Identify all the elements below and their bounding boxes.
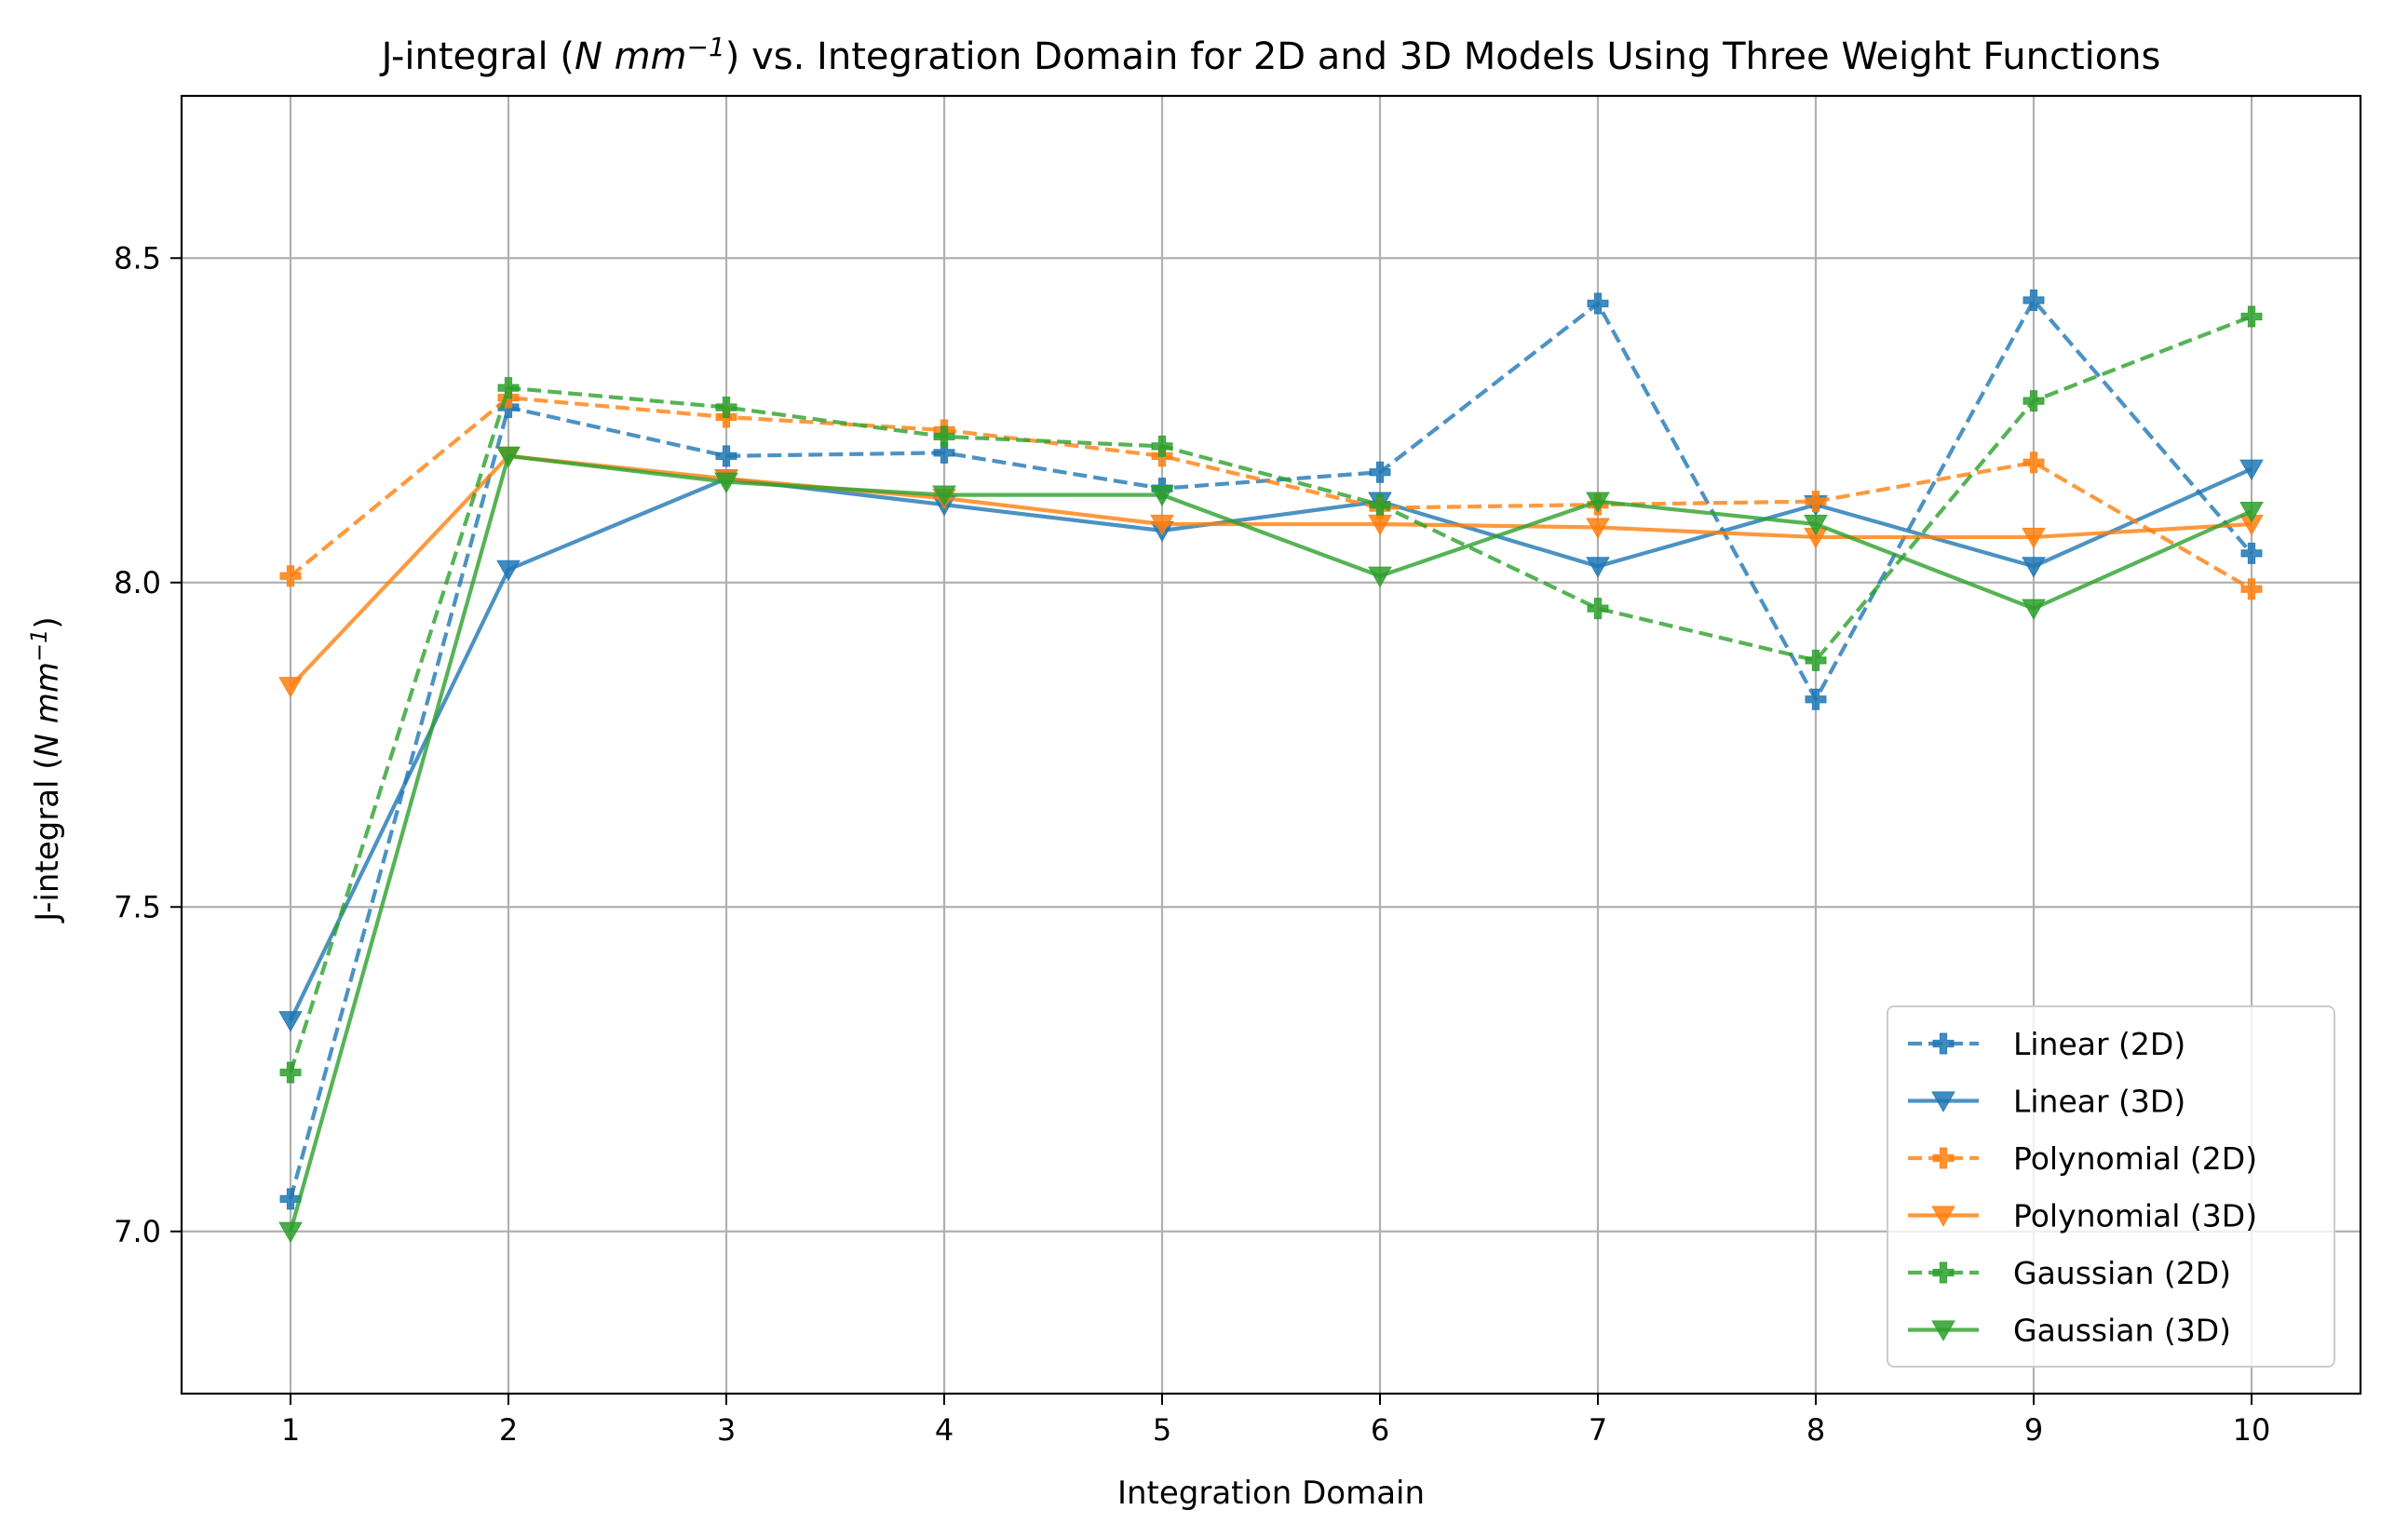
legend-label: Polynomial (3D) — [2013, 1198, 2257, 1234]
data-point — [1150, 514, 1174, 536]
legend-marker — [1931, 1091, 1955, 1112]
data-point — [1151, 435, 1173, 457]
x-tick-label: 10 — [2233, 1412, 2271, 1448]
data-point — [933, 441, 955, 464]
legend-label: Linear (2D) — [2013, 1026, 2185, 1062]
data-point — [1587, 598, 1609, 620]
data-point — [279, 1188, 302, 1210]
legend-marker — [1932, 1147, 1955, 1169]
x-tick-label: 1 — [281, 1412, 300, 1448]
legend-label: Gaussian (3D) — [2013, 1313, 2231, 1349]
data-point — [1150, 485, 1174, 507]
data-point — [932, 485, 956, 507]
data-point — [1369, 461, 1391, 483]
data-point — [2022, 599, 2046, 621]
data-point — [278, 1011, 303, 1032]
legend-label: Gaussian (2D) — [2013, 1255, 2231, 1291]
y-axis-ticks: 7.0 7.5 8.0 8.5 — [114, 240, 182, 1249]
x-tick-label: 3 — [717, 1412, 736, 1448]
data-point — [278, 1221, 303, 1244]
x-tick-label: 5 — [1153, 1412, 1171, 1448]
data-point — [1805, 688, 1827, 710]
plot-area-frame — [180, 94, 2362, 1395]
data-point — [1368, 566, 1392, 588]
data-point — [1804, 514, 1828, 536]
legend-item: Polynomial (2D) — [1908, 1140, 2257, 1177]
data-point — [1369, 493, 1391, 516]
data-point — [279, 565, 302, 587]
legend-box — [1887, 1005, 2335, 1368]
x-tick-label: 2 — [499, 1412, 518, 1448]
legend-label: Linear (3D) — [2013, 1084, 2185, 1120]
legend-item: Linear (2D) — [1908, 1026, 2185, 1062]
legend-item: Linear (3D) — [1908, 1084, 2185, 1120]
data-point — [278, 677, 303, 698]
legend-marker — [1931, 1206, 1955, 1227]
data-point — [2240, 305, 2263, 328]
data-point — [1805, 649, 1827, 671]
legend-item: Gaussian (3D) — [1908, 1313, 2231, 1349]
data-point — [1586, 518, 1610, 539]
data-point — [496, 560, 521, 582]
legend-label: Polynomial (2D) — [2013, 1140, 2257, 1177]
x-axis-ticks: 1 2 3 4 5 6 7 8 9 10 — [281, 1394, 2271, 1448]
y-axis-label: J-integral (N mm−1) — [26, 616, 66, 923]
data-point — [1586, 492, 1610, 514]
data-point — [2022, 290, 2045, 312]
legend: Linear (2D) Linear (3D) Polynomial (2D) Pol… — [1887, 1005, 2335, 1368]
y-tick-label: 7.5 — [114, 889, 161, 924]
data-point — [715, 397, 737, 419]
series-line — [288, 453, 2252, 1233]
data-point — [715, 445, 737, 467]
legend-marker — [1932, 1032, 1955, 1055]
data-point — [279, 1061, 302, 1084]
data-point — [2239, 501, 2264, 523]
series-5 — [278, 446, 2264, 1244]
data-point — [1586, 557, 1610, 578]
x-axis-label: Integration Domain — [1117, 1475, 1425, 1512]
data-point — [2022, 452, 2045, 474]
y-tick-label: 8.0 — [114, 565, 161, 600]
legend-item: Gaussian (2D) — [1908, 1255, 2231, 1291]
data-point — [714, 472, 738, 494]
data-point — [933, 425, 955, 448]
series-line — [288, 315, 2252, 1073]
legend-item: Polynomial (3D) — [1908, 1198, 2257, 1234]
series-lines — [278, 290, 2264, 1244]
data-point — [2239, 459, 2264, 481]
chart-title: J-integral (N mm−1) vs. Integration Doma… — [379, 32, 2161, 78]
y-tick-label: 8.5 — [114, 240, 161, 276]
legend-marker — [1932, 1261, 1955, 1284]
data-point — [1805, 491, 1827, 513]
y-tick-label: 7.0 — [114, 1214, 161, 1249]
x-tick-label: 8 — [1806, 1412, 1825, 1448]
data-point — [2240, 578, 2263, 600]
data-point — [2240, 542, 2263, 564]
series-4 — [279, 305, 2263, 1084]
x-tick-label: 9 — [2024, 1412, 2043, 1448]
x-tick-label: 4 — [935, 1412, 954, 1448]
series-line — [289, 396, 2253, 591]
data-point — [1587, 292, 1609, 315]
legend-marker — [1931, 1320, 1955, 1342]
series-line — [288, 298, 2253, 1200]
x-tick-label: 7 — [1589, 1412, 1607, 1448]
data-point — [496, 446, 521, 468]
data-point — [2022, 527, 2046, 549]
data-point — [497, 377, 520, 399]
data-point — [2022, 390, 2045, 412]
data-point — [2022, 557, 2046, 578]
x-tick-label: 6 — [1371, 1412, 1389, 1448]
